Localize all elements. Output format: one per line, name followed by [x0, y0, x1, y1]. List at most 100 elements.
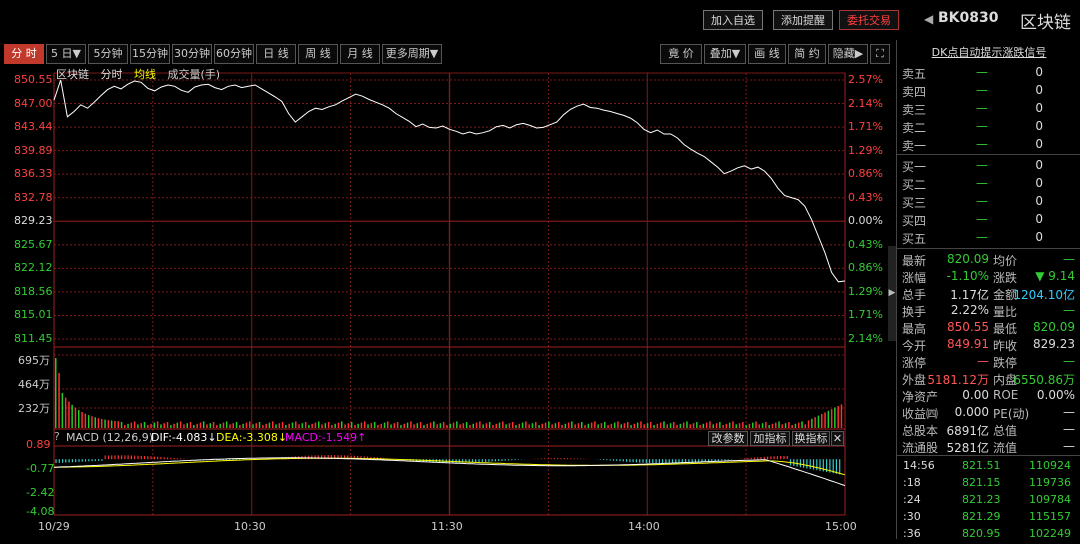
legend-avg: 均线: [134, 68, 156, 81]
quote-value: 0.000: [954, 405, 989, 419]
order-label: 买五: [902, 232, 927, 246]
signal-link[interactable]: DK点自动提示涨跌信号: [931, 46, 1047, 59]
back-arrow-icon[interactable]: ◀: [924, 12, 934, 26]
volume-bar: [613, 422, 616, 428]
order-label: 买一: [902, 160, 927, 174]
volume-bar: [61, 393, 64, 428]
tab-weekly[interactable]: 周 线: [298, 44, 338, 64]
volume-bar: [775, 422, 777, 428]
volume-bar: [341, 421, 343, 428]
volume-bar: [87, 415, 90, 428]
tab-60min[interactable]: 60分钟: [214, 44, 254, 64]
volume-bar: [104, 419, 106, 428]
volume-bar: [482, 424, 484, 428]
volume-bar: [68, 401, 70, 428]
volume-bar: [396, 422, 399, 428]
order-volume: 0: [1035, 212, 1043, 226]
tab-overlay[interactable]: 叠加▼: [704, 44, 746, 64]
tab-monthly[interactable]: 月 线: [340, 44, 380, 64]
volume-bar: [387, 421, 389, 428]
volume-bar: [807, 420, 810, 428]
volume-bar: [597, 424, 599, 428]
tab-5min[interactable]: 5分钟: [88, 44, 128, 64]
volume-bar: [265, 423, 267, 428]
help-icon[interactable]: ?: [54, 430, 60, 443]
volume-bar: [548, 421, 550, 428]
volume-bar: [584, 425, 586, 428]
tab-fenshi[interactable]: 分 时: [4, 44, 44, 64]
quote-value: —: [1063, 354, 1075, 368]
add-watchlist-button[interactable]: 加入自选: [703, 10, 763, 30]
volume-bar: [558, 422, 560, 428]
quote-label: PE(动): [993, 407, 1030, 421]
volume-bar: [120, 422, 123, 428]
macd-dea: DEA:-3.308↓: [216, 431, 288, 444]
volume-bar: [393, 423, 396, 428]
volume-bar: [442, 422, 445, 428]
volume-bar: [682, 422, 685, 428]
volume-bar: [456, 421, 458, 428]
volume-bar: [551, 424, 553, 428]
quote-label: 涨幅: [902, 271, 927, 285]
tab-15min[interactable]: 15分钟: [130, 44, 170, 64]
volume-bar: [498, 422, 501, 428]
volume-bar: [521, 422, 524, 428]
volume-bar: [377, 425, 379, 428]
quote-label: 涨停: [902, 356, 927, 370]
tab-draw-line[interactable]: 画 线: [748, 44, 786, 64]
volume-bar: [140, 423, 142, 428]
trade-order-button[interactable]: 委托交易: [839, 10, 899, 30]
volume-bar: [541, 423, 543, 428]
tab-auction[interactable]: 竟 价: [660, 44, 702, 64]
dea-line: [54, 457, 846, 476]
volume-bar: [288, 423, 290, 428]
volume-bar: [673, 422, 675, 428]
tick-volume: 110924: [1029, 459, 1071, 472]
intraday-chart[interactable]: [0, 0, 893, 539]
tab-hide[interactable]: 隐藏▶: [828, 44, 868, 64]
order-volume: 0: [1035, 194, 1043, 208]
volume-bar: [594, 421, 596, 428]
volume-tick-label: 695万: [18, 354, 50, 367]
quote-label: 量比: [993, 305, 1018, 319]
order-label: 卖三: [902, 103, 927, 117]
tab-5day[interactable]: 5 日▼: [46, 44, 86, 64]
volume-bar: [725, 423, 728, 428]
volume-bar: [765, 422, 767, 428]
volume-bar: [364, 421, 366, 428]
volume-bar: [58, 373, 60, 428]
switch-indicator-button[interactable]: 换指标: [792, 431, 830, 446]
fullscreen-icon[interactable]: ⛶: [870, 44, 890, 64]
quote-row: 涨停 — 跌停 —: [897, 354, 1080, 371]
volume-bar: [715, 423, 718, 428]
tab-simple[interactable]: 简 约: [788, 44, 826, 64]
volume-bar: [55, 358, 57, 428]
collapse-handle-icon[interactable]: ▶: [888, 246, 896, 341]
time-tick-label: 10/29: [38, 520, 70, 533]
macd-tick-label: 0.89: [26, 438, 51, 451]
volume-bar: [686, 421, 688, 428]
volume-bar: [699, 425, 701, 428]
add-alert-button[interactable]: 添加提醒: [773, 10, 833, 30]
close-icon[interactable]: ✕: [831, 431, 844, 446]
tick-time: :36: [903, 527, 921, 540]
price-tick-label: 815.01: [14, 308, 53, 322]
tab-more-periods[interactable]: 更多周期▼: [382, 44, 442, 64]
quote-row: 总股本 6891亿 总值 —: [897, 422, 1080, 439]
volume-bar: [518, 423, 520, 428]
add-indicator-button[interactable]: 加指标: [750, 431, 790, 446]
tab-30min[interactable]: 30分钟: [172, 44, 212, 64]
tick-time: :24: [903, 493, 921, 506]
sector-name: 区块链: [1020, 13, 1071, 33]
tick-volume: 115157: [1029, 510, 1071, 523]
change-params-button[interactable]: 改参数: [708, 431, 748, 446]
volume-bar: [587, 423, 590, 428]
volume-bar: [219, 423, 221, 428]
volume-bar: [403, 423, 405, 428]
volume-bar: [535, 422, 537, 428]
order-price: —: [976, 65, 988, 79]
volume-bar: [229, 424, 231, 428]
volume-bar: [97, 418, 100, 428]
volume-bar: [748, 423, 751, 428]
tab-daily[interactable]: 日 线: [256, 44, 296, 64]
